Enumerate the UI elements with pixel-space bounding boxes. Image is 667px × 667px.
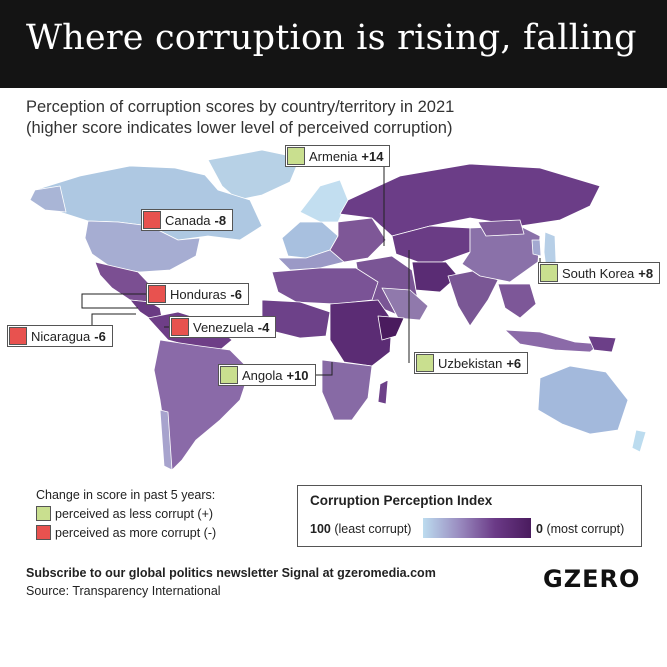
callout-honduras-change: -6 — [230, 286, 242, 302]
subtitle-line-2: (higher score indicates lower level of p… — [26, 119, 453, 137]
region-arabian-peninsula — [381, 287, 429, 321]
increase-marker — [540, 264, 558, 282]
gzero-logo: GZERO — [543, 565, 641, 593]
increase-marker — [416, 354, 434, 372]
cpi-legend-low: 100 (least corrupt) — [310, 522, 411, 536]
callout-armenia-country: Armenia — [309, 148, 358, 164]
region-chile — [159, 409, 173, 471]
region-russia — [339, 163, 601, 237]
source-text: Source: Transparency International — [26, 584, 221, 598]
region-southeast-asia — [497, 283, 537, 319]
region-north-africa — [271, 267, 379, 305]
increase-marker — [287, 147, 305, 165]
page-title: Where corruption is rising, falling — [26, 18, 637, 58]
callout-armenia: Armenia +14 — [285, 145, 391, 167]
callout-canada-change: -8 — [214, 212, 227, 228]
region-australia — [537, 365, 629, 435]
region-scandinavia — [299, 179, 349, 223]
region-madagascar — [377, 379, 389, 405]
callout-canada: Canada -8 — [141, 209, 234, 231]
leader-honduras — [81, 293, 149, 309]
increase-marker — [36, 506, 51, 521]
change-legend: Change in score in past 5 years: perceiv… — [36, 488, 216, 540]
callout-nicaragua: Nicaragua -6 — [7, 325, 113, 347]
callout-nicaragua-country: Nicaragua — [31, 328, 91, 344]
decrease-marker — [148, 285, 166, 303]
change-legend-title: Change in score in past 5 years: — [36, 488, 216, 502]
callout-angola-change: +10 — [286, 367, 309, 383]
callout-venezuela: Venezuela -4 — [169, 316, 277, 338]
change-legend-more: perceived as more corrupt (-) — [36, 525, 216, 540]
region-eastern-europe — [329, 217, 387, 263]
region-iran-afghanistan — [411, 261, 459, 293]
change-legend-less-label: perceived as less corrupt (+) — [55, 506, 214, 521]
subtitle: Perception of corruption scores by count… — [26, 97, 656, 139]
region-china — [461, 225, 541, 283]
change-legend-more-label: perceived as more corrupt (-) — [55, 525, 217, 540]
decrease-marker — [36, 525, 51, 540]
callout-south-korea-change: +8 — [638, 265, 654, 281]
callout-nicaragua-change: -6 — [94, 328, 106, 344]
callout-honduras: Honduras -6 — [146, 283, 249, 305]
decrease-marker — [9, 327, 27, 345]
cpi-legend-title: Corruption Perception Index — [310, 493, 493, 508]
region-alaska — [29, 185, 67, 213]
region-southern-africa — [321, 359, 373, 421]
decrease-marker — [171, 318, 189, 336]
callout-uzbekistan-country: Uzbekistan — [438, 355, 503, 371]
callout-honduras-country: Honduras — [170, 286, 227, 302]
region-central-asia — [391, 225, 471, 263]
callout-venezuela-country: Venezuela — [193, 319, 254, 335]
change-legend-less: perceived as less corrupt (+) — [36, 506, 216, 521]
leader-angola — [310, 362, 333, 376]
subscribe-text: Subscribe to our global politics newslet… — [26, 566, 436, 580]
decrease-marker — [143, 211, 161, 229]
cpi-legend-low-value: 100 — [310, 522, 331, 536]
callout-south-korea-country: South Korea — [562, 265, 635, 281]
header-banner: Where corruption is rising, falling — [0, 0, 667, 88]
callout-venezuela-change: -4 — [257, 319, 270, 335]
region-mongolia — [477, 219, 525, 237]
region-greenland — [207, 149, 301, 201]
region-indonesia — [504, 329, 601, 353]
cpi-legend-high: 0 (most corrupt) — [536, 522, 624, 536]
increase-marker — [220, 366, 238, 384]
callout-angola-country: Angola — [242, 367, 283, 383]
callout-uzbekistan: Uzbekistan +6 — [414, 352, 529, 374]
region-central-africa — [329, 299, 393, 367]
cpi-legend-low-label: (least corrupt) — [334, 522, 412, 536]
callout-canada-country: Canada — [165, 212, 211, 228]
region-korea — [531, 239, 542, 257]
callout-uzbekistan-change: +6 — [506, 355, 522, 371]
region-new-zealand — [631, 429, 647, 453]
callout-south-korea: South Korea +8 — [538, 262, 661, 284]
region-papua — [587, 335, 617, 353]
cpi-legend: Corruption Perception Index 100 (least c… — [297, 485, 642, 547]
callout-angola: Angola +10 — [218, 364, 316, 386]
callout-armenia-change: +14 — [361, 148, 384, 164]
cpi-legend-high-value: 0 — [536, 522, 543, 536]
cpi-color-scale — [423, 518, 531, 538]
subtitle-line-1: Perception of corruption scores by count… — [26, 98, 455, 116]
cpi-legend-high-label: (most corrupt) — [546, 522, 625, 536]
region-horn-of-africa — [377, 315, 405, 341]
